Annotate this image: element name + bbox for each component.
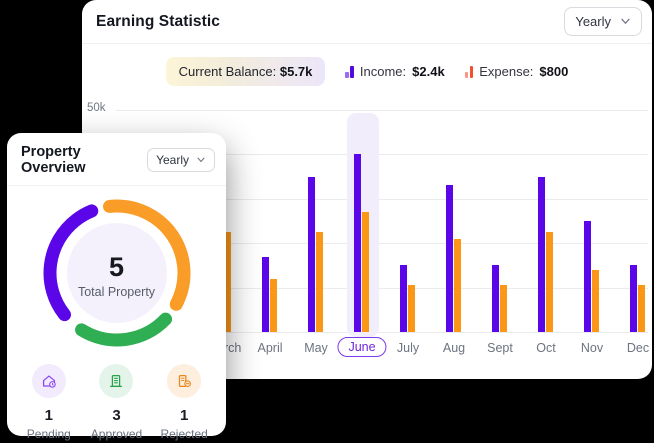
earning-card-header: Earning Statistic Yearly <box>82 0 652 44</box>
expense-label: Expense: <box>479 64 534 79</box>
income-bar-Aug[interactable] <box>446 185 453 332</box>
expense-bar-June[interactable] <box>362 212 369 332</box>
income-bars-icon <box>345 65 354 78</box>
donut-center-circle <box>66 223 167 323</box>
total-property-value: 5 <box>108 252 125 282</box>
month-label-July[interactable]: July <box>396 341 420 355</box>
expense-bar-May[interactable] <box>316 232 323 332</box>
expense-bar-Dec[interactable] <box>638 285 645 332</box>
total-property-label: Total Property <box>77 285 156 299</box>
chart-legend: Current Balance: $5.7k Income: $2.4k Exp… <box>82 57 652 86</box>
rejected-building-icon <box>167 364 202 398</box>
expense-bar-July[interactable] <box>408 285 415 332</box>
stat-pending: 1 Pending <box>17 364 81 441</box>
income-bar-June[interactable] <box>354 154 361 332</box>
stat-approved: 3 Approved <box>84 364 148 441</box>
earning-period-dropdown[interactable]: Yearly <box>564 7 642 36</box>
month-label-May[interactable]: May <box>304 341 328 355</box>
income-bar-Oct[interactable] <box>538 176 545 332</box>
gridline <box>116 110 648 111</box>
expense-bar-Aug[interactable] <box>454 238 461 332</box>
pending-label: Pending <box>26 427 71 441</box>
income-bar-Sept[interactable] <box>492 265 499 332</box>
pending-count: 1 <box>44 407 53 424</box>
gridline <box>116 243 648 245</box>
gridline <box>116 287 648 289</box>
expense-value: $800 <box>539 64 569 79</box>
expense-bar-Nov[interactable] <box>592 269 599 332</box>
legend-income: Income: $2.4k <box>345 64 445 79</box>
month-label-Aug[interactable]: Aug <box>442 341 466 355</box>
chevron-down-icon <box>197 157 205 163</box>
property-donut-chart: 5 Total Property <box>42 198 192 353</box>
property-overview-card: Property Overview Yearly 5 Total Propert… <box>7 133 226 441</box>
donut-arc-approved <box>43 199 190 347</box>
expense-bar-March[interactable] <box>224 232 231 332</box>
rejected-count: 1 <box>179 407 189 424</box>
donut-center-text: 5 Total Property <box>42 198 192 353</box>
month-label-Sept[interactable]: Sept <box>487 341 513 355</box>
income-bar-May[interactable] <box>308 176 315 332</box>
expense-bar-April[interactable] <box>270 278 277 332</box>
income-bar-Nov[interactable] <box>584 221 591 332</box>
earning-card-title: Earning Statistic <box>96 12 221 30</box>
legend-expense: Expense: $800 <box>464 64 569 79</box>
month-label-Oct[interactable]: Oct <box>536 341 556 355</box>
pending-house-icon <box>31 364 66 398</box>
month-label-Dec[interactable]: Dec <box>626 341 650 355</box>
earning-period-value: Yearly <box>575 14 611 29</box>
current-balance-value: $5.7k <box>279 64 313 79</box>
donut-svg <box>42 199 190 347</box>
month-label-Nov[interactable]: Nov <box>580 341 604 355</box>
stat-rejected: 1 Rejected <box>152 364 216 441</box>
approved-label: Approved <box>90 427 143 441</box>
rejected-label: Rejected <box>160 427 208 441</box>
property-card-title: Property Overview <box>21 144 86 176</box>
bar-chart: 50k MarchAprilMayJuneJulyAugSeptOctNovDe… <box>82 0 652 379</box>
property-stats: 1 Pending 3 Approved <box>7 364 226 441</box>
expense-bar-Sept[interactable] <box>500 285 507 332</box>
current-balance-pill: Current Balance: $5.7k <box>165 57 326 86</box>
income-bar-April[interactable] <box>262 256 269 332</box>
approved-count: 3 <box>112 407 121 424</box>
approved-building-icon <box>99 364 134 398</box>
month-label-June[interactable]: June <box>337 337 387 357</box>
gridline <box>116 198 648 200</box>
month-label-April[interactable]: April <box>257 341 283 355</box>
property-period-value: Yearly <box>156 153 189 167</box>
gridline <box>116 154 648 156</box>
y-axis-tick-50k: 50k <box>87 102 106 114</box>
income-bar-Dec[interactable] <box>630 265 637 332</box>
income-value: $2.4k <box>412 64 445 79</box>
donut-arc-rejected <box>43 199 190 347</box>
chevron-down-icon <box>621 18 630 25</box>
donut-arc-pending <box>42 199 190 347</box>
expense-bar-Oct[interactable] <box>546 232 553 332</box>
expense-bars-icon <box>464 65 474 78</box>
income-bar-July[interactable] <box>400 265 407 332</box>
income-label: Income: <box>359 64 407 79</box>
gridline <box>116 332 648 333</box>
current-balance-label: Current Balance: <box>178 64 277 79</box>
property-period-dropdown[interactable]: Yearly <box>147 148 215 172</box>
property-card-header: Property Overview Yearly <box>7 133 226 186</box>
